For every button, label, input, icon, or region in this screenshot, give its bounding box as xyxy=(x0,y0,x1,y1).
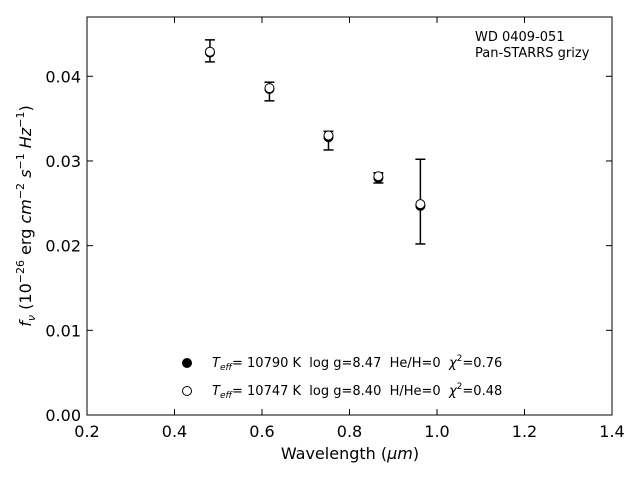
x-axis-ticks: 0.2 0.4 0.6 0.8 1.0 1.2 1.4 xyxy=(74,17,625,441)
x-tick-label: 1.0 xyxy=(424,422,449,441)
y-tick-label: 0.04 xyxy=(45,67,81,86)
x-axis-label: Wavelength (μm) xyxy=(281,444,419,463)
x-tick-label: 0.6 xyxy=(249,422,274,441)
plot-area xyxy=(86,16,613,416)
x-tick-label: 0.4 xyxy=(162,422,187,441)
legend-entry-2: Teff= 10747 K log g=8.40 H/He=0 χ2=0.48 xyxy=(212,382,502,401)
y-axis-ticks: 0.00 0.01 0.02 0.03 0.04 xyxy=(45,67,612,425)
annotation-line-1: WD 0409-051 xyxy=(475,30,565,45)
x-tick-label: 1.2 xyxy=(512,422,537,441)
y-tick-label: 0.00 xyxy=(45,406,81,425)
y-tick-label: 0.02 xyxy=(45,237,81,256)
data-markers xyxy=(204,46,426,211)
x-tick-label: 1.4 xyxy=(599,422,624,441)
point-model-open xyxy=(373,171,384,182)
point-model-open xyxy=(204,46,215,57)
x-tick-label: 0.2 xyxy=(74,422,99,441)
y-tick-label: 0.03 xyxy=(45,152,81,171)
x-tick-label: 0.8 xyxy=(337,422,362,441)
legend-marker-open xyxy=(182,386,192,396)
legend-entry-1: Teff= 10790 K log g=8.47 He/H=0 χ2=0.76 xyxy=(212,354,502,373)
legend-marker-filled xyxy=(182,358,192,368)
y-axis-label: fν (10−26 erg cm−2 s−1 Hz−1) xyxy=(14,105,38,326)
point-model-open xyxy=(264,83,275,94)
point-model-open xyxy=(323,130,334,141)
legend: Teff= 10790 K log g=8.47 He/H=0 χ2=0.76 … xyxy=(182,354,502,401)
annotation-line-2: Pan-STARRS grizy xyxy=(475,46,590,61)
y-tick-label: 0.01 xyxy=(45,321,81,340)
point-model-open xyxy=(415,199,426,210)
